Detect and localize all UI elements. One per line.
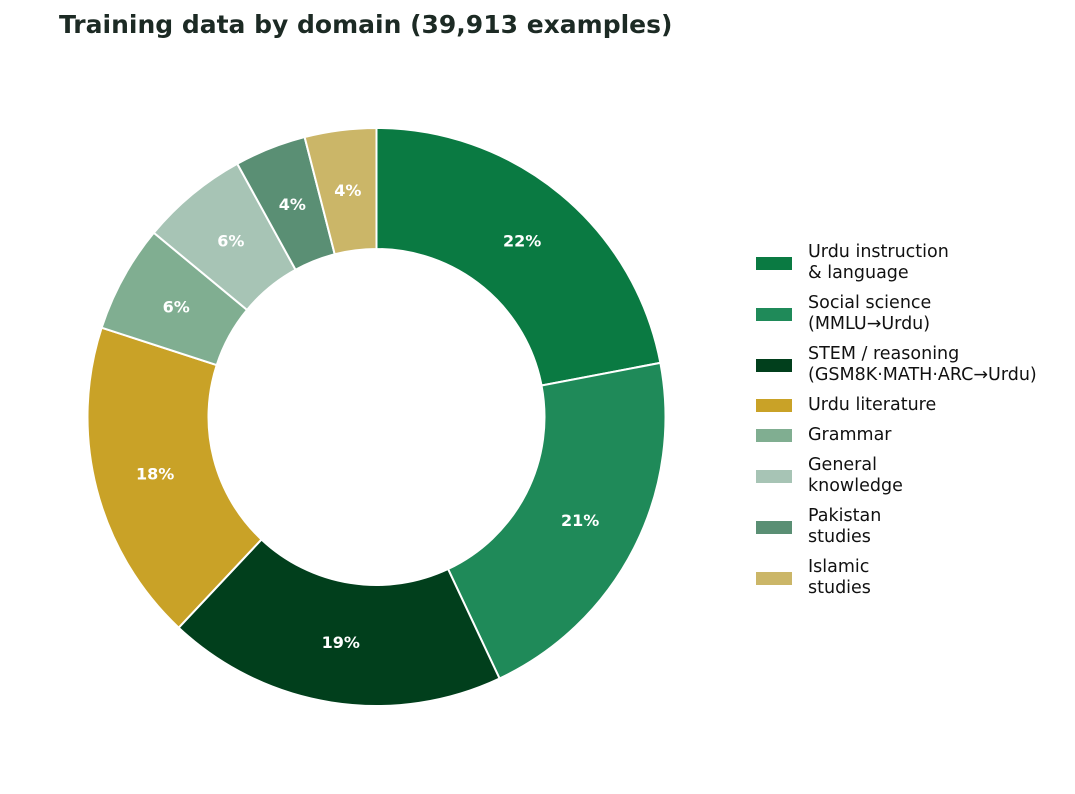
legend-label: Islamic studies [808, 557, 871, 598]
donut-slice-0 [375, 126, 662, 387]
legend-swatch [756, 469, 792, 483]
legend-label: Grammar [808, 425, 892, 445]
legend-swatch [756, 520, 792, 534]
donut-slice-1 [446, 361, 667, 680]
slice-percent-label-3: 18% [136, 464, 174, 483]
slice-percent-label-7: 4% [334, 181, 361, 200]
legend: Urdu instruction & language Social science… [756, 242, 1037, 608]
slice-percent-label-4: 6% [163, 297, 190, 316]
legend-item-7: Islamic studies [756, 557, 1037, 599]
legend-swatch [756, 571, 792, 585]
donut-slice-3 [86, 326, 263, 630]
legend-item-6: Pakistan studies [756, 506, 1037, 548]
legend-swatch [756, 256, 792, 270]
legend-item-0: Urdu instruction & language [756, 242, 1037, 284]
legend-label: Pakistan studies [808, 506, 882, 547]
legend-item-5: General knowledge [756, 455, 1037, 497]
legend-label: STEM / reasoning (GSM8K·MATH·ARC→Urdu) [808, 344, 1037, 385]
legend-item-2: STEM / reasoning (GSM8K·MATH·ARC→Urdu) [756, 344, 1037, 386]
slice-percent-label-1: 21% [561, 511, 599, 530]
slice-percent-label-6: 4% [279, 195, 306, 214]
slice-percent-label-0: 22% [503, 231, 541, 250]
legend-item-1: Social science (MMLU→Urdu) [756, 293, 1037, 335]
donut-slices [86, 126, 667, 707]
legend-label: Urdu instruction & language [808, 242, 949, 283]
legend-swatch [756, 358, 792, 372]
legend-swatch [756, 429, 792, 442]
legend-swatch [756, 399, 792, 412]
legend-swatch [756, 307, 792, 321]
legend-item-3: Urdu literature [756, 395, 1037, 416]
donut-slice-2 [177, 538, 501, 707]
legend-item-4: Grammar [756, 425, 1037, 446]
legend-label: Social science (MMLU→Urdu) [808, 293, 932, 334]
chart-title: Training data by domain (39,913 examples… [59, 10, 673, 39]
slice-percent-label-5: 6% [217, 231, 244, 250]
legend-label: Urdu literature [808, 395, 937, 415]
donut-labels: 22% 21% 19% 18% 6% 6% 4% 4% [136, 181, 599, 652]
donut-slice-7 [303, 126, 378, 256]
slice-percent-label-2: 19% [322, 633, 360, 652]
legend-label: General knowledge [808, 455, 903, 496]
